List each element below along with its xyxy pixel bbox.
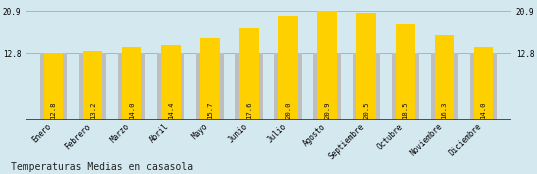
Bar [357,13,376,120]
Bar [200,38,220,120]
Bar [79,53,106,120]
Bar [161,45,180,120]
Bar [434,35,454,120]
Bar [470,53,497,120]
Bar [353,53,380,120]
Bar [278,16,298,120]
Bar [43,53,63,120]
Text: 16.3: 16.3 [441,101,447,119]
Text: 17.6: 17.6 [246,101,252,119]
Text: 20.9: 20.9 [324,101,330,119]
Bar [431,53,458,120]
Bar [83,51,103,120]
Bar [196,53,223,120]
Bar [314,53,341,120]
Bar [239,28,259,120]
Bar [274,53,302,120]
Text: 14.0: 14.0 [129,101,135,119]
Text: 20.5: 20.5 [363,101,369,119]
Bar [396,24,415,120]
Text: Temperaturas Medias en casasola: Temperaturas Medias en casasola [11,162,193,172]
Text: 13.2: 13.2 [90,101,96,119]
Text: 12.8: 12.8 [50,101,56,119]
Bar [474,47,494,120]
Bar [157,53,184,120]
Bar [118,53,146,120]
Bar [122,47,141,120]
Text: 14.4: 14.4 [168,101,174,119]
Text: 14.0: 14.0 [481,101,487,119]
Text: 18.5: 18.5 [402,101,408,119]
Text: 15.7: 15.7 [207,101,213,119]
Bar [40,53,67,120]
Bar [235,53,263,120]
Bar [317,11,337,120]
Bar [391,53,419,120]
Text: 20.0: 20.0 [285,101,291,119]
